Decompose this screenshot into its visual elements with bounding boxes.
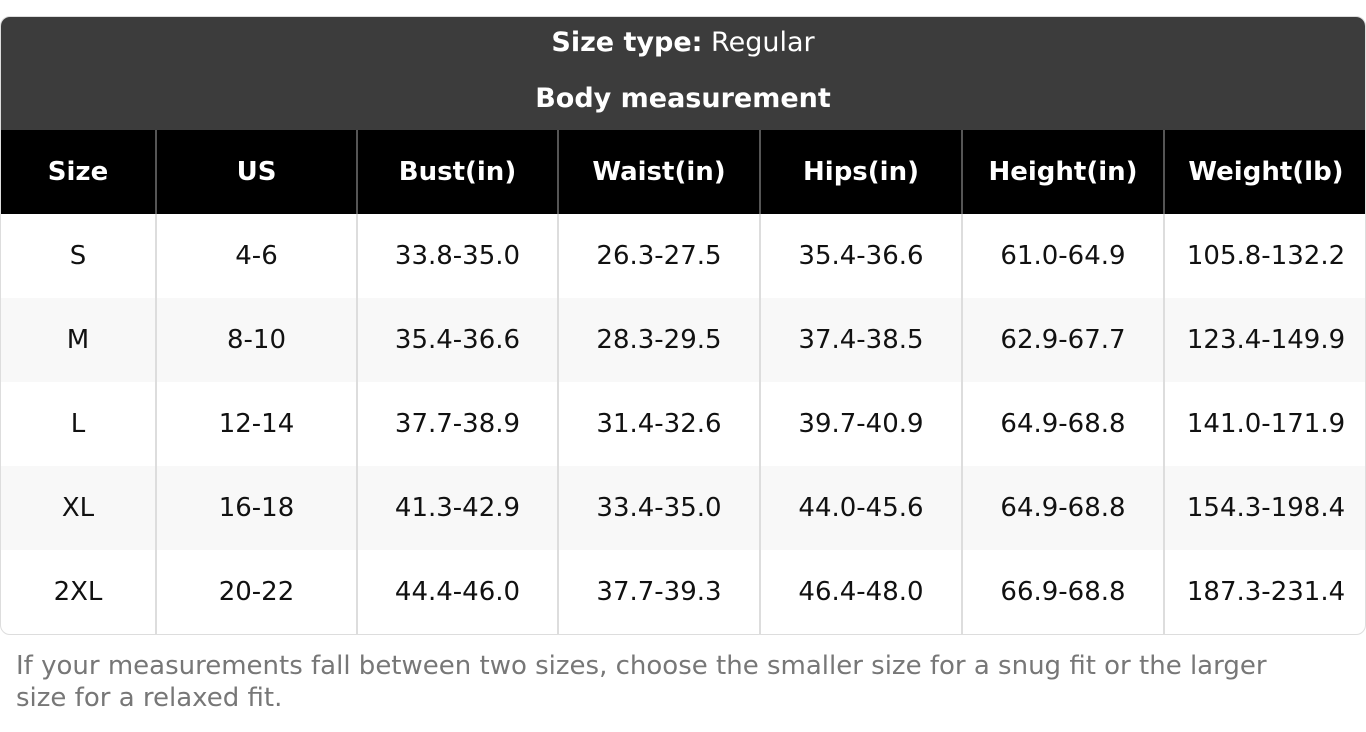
table-cell: 44.4-46.0 <box>356 550 558 634</box>
table-cell: 35.4-36.6 <box>759 214 962 298</box>
table-cell: 26.3-27.5 <box>557 214 760 298</box>
table-cell: 37.7-39.3 <box>557 550 760 634</box>
table-cell: 62.9-67.7 <box>961 298 1164 382</box>
table-cell: 35.4-36.6 <box>356 298 558 382</box>
table-cell: 33.8-35.0 <box>356 214 558 298</box>
size-table: Size US Bust(in) Waist(in) Hips(in) Height(in… <box>1 130 1365 634</box>
table-row: 2XL 20-22 44.4-46.0 37.7-39.3 46.4-48.0 66.9-… <box>1 550 1365 634</box>
chart-header: Size type: Regular Body measurement <box>1 17 1365 130</box>
subtitle: Body measurement <box>535 83 831 114</box>
column-header: Waist(in) <box>557 130 760 214</box>
table-cell: 141.0-171.9 <box>1163 382 1365 466</box>
table-cell: 8-10 <box>155 298 357 382</box>
table-cell: 28.3-29.5 <box>557 298 760 382</box>
table-cell: 44.0-45.6 <box>759 466 962 550</box>
column-header: Hips(in) <box>759 130 962 214</box>
table-cell: L <box>70 409 86 439</box>
column-header: Bust(in) <box>356 130 558 214</box>
table-cell: 187.3-231.4 <box>1163 550 1365 634</box>
table-cell: 39.7-40.9 <box>759 382 962 466</box>
table-cell: 64.9-68.8 <box>961 466 1164 550</box>
table-cell: 46.4-48.0 <box>759 550 962 634</box>
column-header: Weight(lb) <box>1163 130 1365 214</box>
size-chart: Size type: Regular Body measurement Size… <box>0 16 1366 635</box>
header-row: Size US Bust(in) Waist(in) Hips(in) Height(in… <box>1 130 1365 214</box>
table-cell: 66.9-68.8 <box>961 550 1164 634</box>
table-cell: 154.3-198.4 <box>1163 466 1365 550</box>
table-cell: 31.4-32.6 <box>557 382 760 466</box>
table-cell: 64.9-68.8 <box>961 382 1164 466</box>
table-cell: 37.7-38.9 <box>356 382 558 466</box>
footnote: If your measurements fall between two si… <box>16 651 1267 713</box>
table-cell: 2XL <box>53 577 103 607</box>
size-type-value: Regular <box>711 27 815 58</box>
table-cell: XL <box>1 466 156 550</box>
table-cell: 37.4-38.5 <box>759 298 962 382</box>
table-cell: 105.8-132.2 <box>1163 214 1365 298</box>
table-row: S 4-6 33.8-35.0 26.3-27.5 35.4-36.6 61.0-64.9… <box>1 214 1365 298</box>
table-cell: 4-6 <box>155 214 357 298</box>
size-type: Size type: Regular <box>1 27 1365 58</box>
table-cell: 33.4-35.0 <box>557 466 760 550</box>
table-row: M 8-10 35.4-36.6 28.3-29.5 37.4-38.5 62.9-67.… <box>1 298 1365 382</box>
table-row: L 12-14 37.7-38.9 31.4-32.6 39.7-40.9 64.9-68… <box>1 382 1365 466</box>
table-cell: 20-22 <box>155 550 357 634</box>
table-cell: 123.4-149.9 <box>1163 298 1365 382</box>
table-cell: 41.3-42.9 <box>356 466 558 550</box>
table-cell: 12-14 <box>155 382 357 466</box>
column-header: US <box>155 130 357 214</box>
column-header: Size <box>1 130 156 214</box>
table-row: XL 16-18 41.3-42.9 33.4-35.0 44.0-45.6 64.9-6… <box>1 466 1365 550</box>
table-cell: S <box>69 241 87 271</box>
table-cell: 61.0-64.9 <box>961 214 1164 298</box>
table-cell: 16-18 <box>155 466 357 550</box>
table-cell: M <box>1 298 156 382</box>
column-header: Height(in) <box>961 130 1164 214</box>
size-type-label: Size type: <box>551 27 703 58</box>
